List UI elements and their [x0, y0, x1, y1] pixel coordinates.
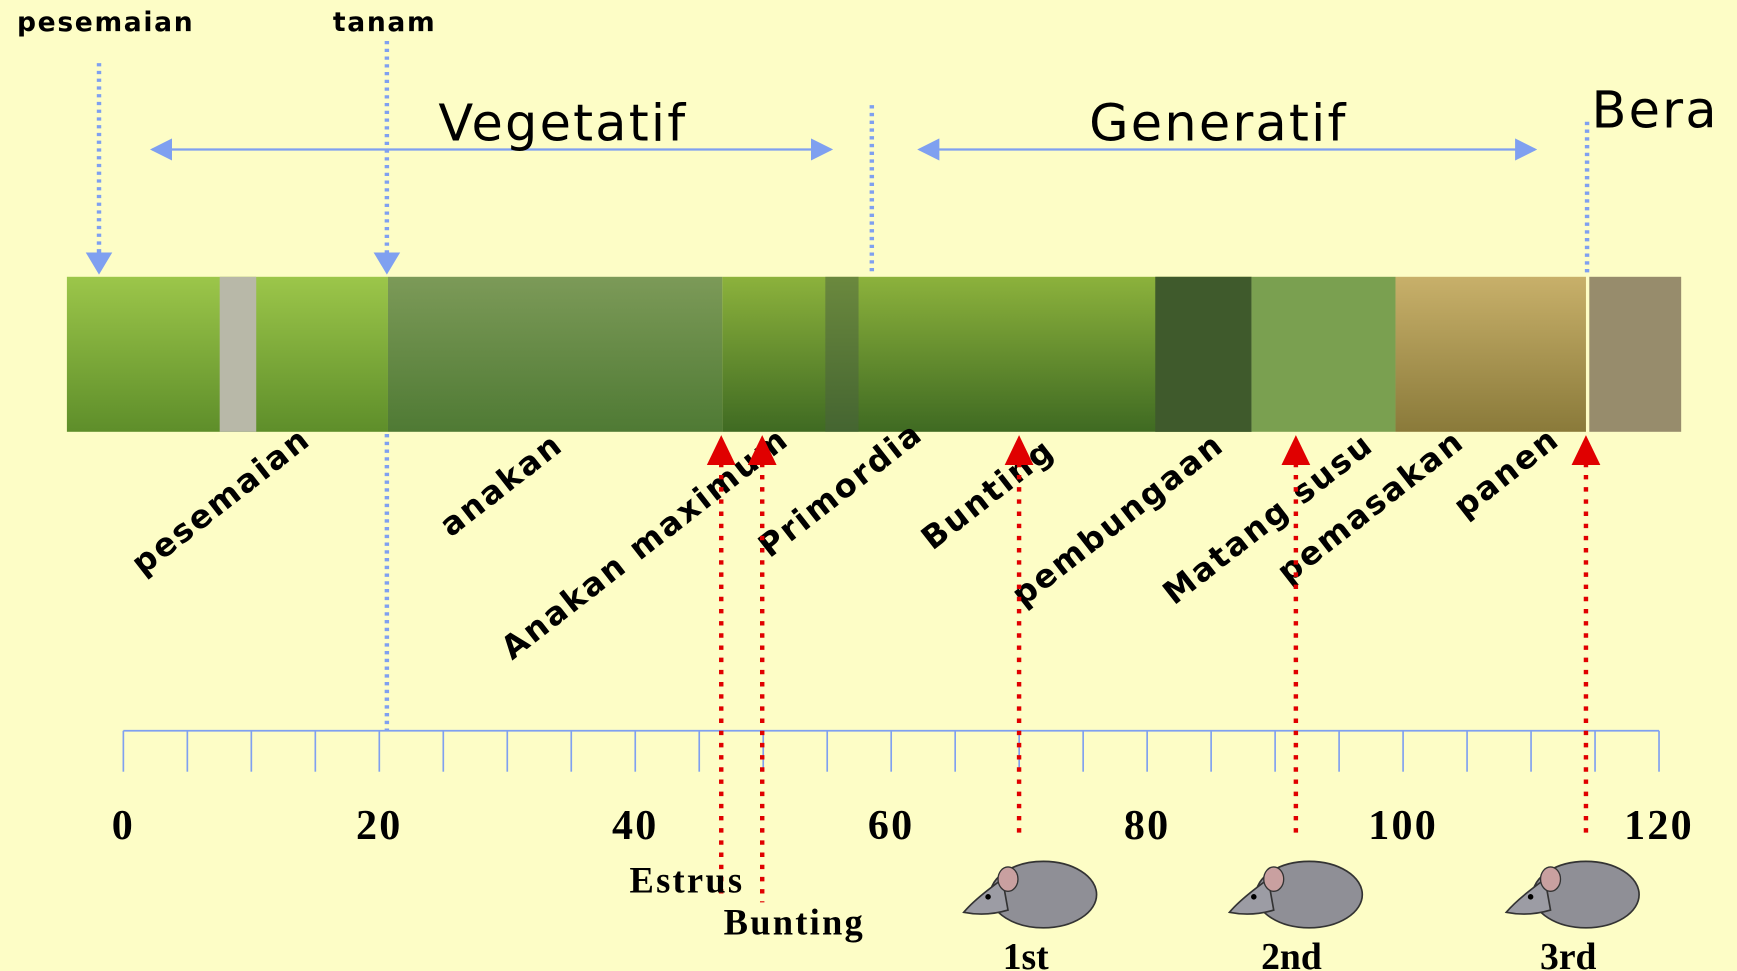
stage-label: panen	[1446, 419, 1566, 525]
red-arrow	[1281, 435, 1310, 465]
photo-strip	[67, 277, 1681, 432]
top-label: pesemaian	[17, 7, 194, 38]
litter-label: 1st	[1003, 936, 1049, 971]
rat-eye	[1528, 894, 1534, 900]
rat-icon	[1506, 861, 1639, 927]
axis-label: 60	[868, 803, 915, 849]
axis-label: 0	[112, 803, 135, 849]
diagram: pesemaian tanam Vegetatif Generatif Bera pese…	[0, 0, 1737, 971]
rat-icon	[964, 861, 1097, 927]
stage-label: anakan	[432, 425, 570, 544]
rat-eye	[1251, 894, 1257, 900]
phase-label: Vegetatif	[438, 95, 687, 154]
axis-label: 40	[612, 803, 659, 849]
time-axis	[123, 731, 1659, 772]
litter-label: 3rd	[1540, 936, 1597, 971]
rat-ear	[1264, 867, 1284, 891]
axis-label: 100	[1368, 803, 1438, 849]
event-label: Bunting	[724, 901, 865, 942]
stage-label: pesemaian	[124, 419, 318, 582]
rat-ear	[998, 867, 1018, 891]
rat-eye	[985, 894, 991, 900]
arrow-heads	[86, 252, 400, 274]
event-label: Estrus	[630, 859, 745, 900]
phase-label: Generatif	[1089, 95, 1348, 154]
axis-label: 20	[356, 803, 403, 849]
rat-ear	[1541, 867, 1561, 891]
red-arrow	[1572, 435, 1601, 465]
page: {"top_labels":["pesemaian","tanam"], "ph…	[0, 0, 1737, 971]
top-label: tanam	[333, 7, 436, 38]
axis-label: 120	[1624, 803, 1694, 849]
rat-icon	[1229, 861, 1362, 927]
axis-label: 80	[1124, 803, 1171, 849]
phase-label: Bera	[1591, 81, 1718, 140]
litter-label: 2nd	[1261, 936, 1322, 971]
stage-label: Bunting	[914, 430, 1062, 557]
